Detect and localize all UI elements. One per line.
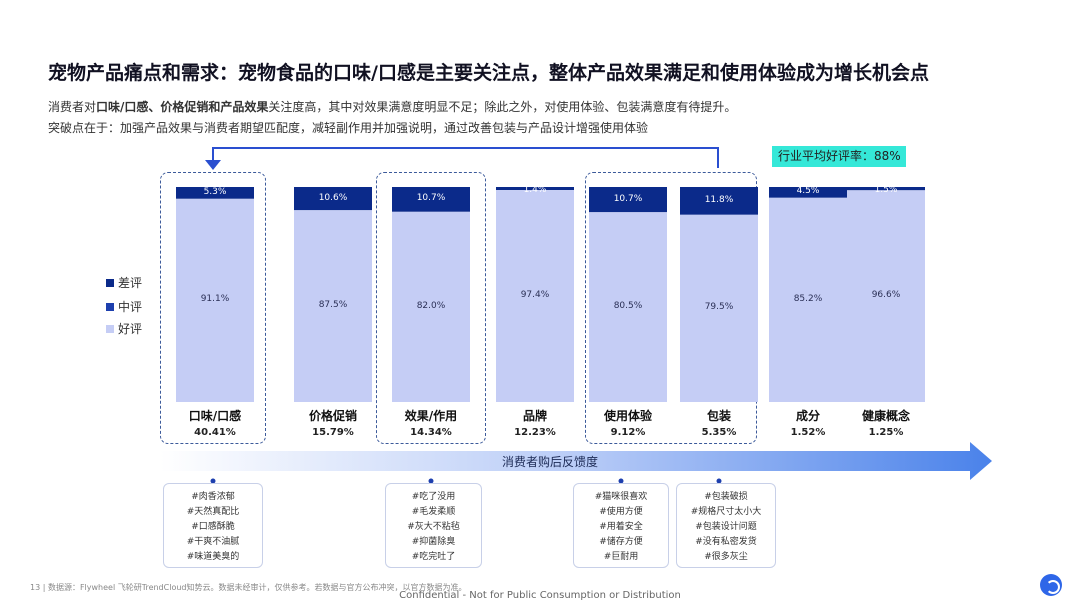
tag-item: #用着安全 xyxy=(599,522,643,532)
category-label: 价格促销 xyxy=(308,409,357,423)
category-label: 包装 xyxy=(706,409,731,423)
tag-item: #灰大不粘毡 xyxy=(407,522,460,532)
data-label-neutral: 10.7% xyxy=(613,193,643,204)
category-share-label: 1.25% xyxy=(868,427,904,438)
data-label-neutral: 10.7% xyxy=(416,193,446,204)
legend-item-good: 好评 xyxy=(106,320,142,337)
tag-item: #抑菌除臭 xyxy=(411,537,456,547)
category-share-label: 1.52% xyxy=(790,427,826,438)
feedback-arrow-label: 消费者购后反馈度 xyxy=(501,455,598,469)
tag-item: #吃完吐了 xyxy=(411,552,456,562)
tag-item: #规格尺寸太小大 xyxy=(690,507,762,517)
footer-source: 13 | 数据源：Flywheel 飞轮研TrendCloud知势云。数据未经审… xyxy=(30,583,467,592)
data-label-good: 80.5% xyxy=(613,301,643,312)
subtitle-line-2: 突破点在于：加强产品效果与消费者期望匹配度，减轻副作用并加强说明，通过改善包装与… xyxy=(48,121,649,135)
tag-box-experience: #猫咪很喜欢 #使用方便 #用着安全 #储存方便 #巨耐用 xyxy=(573,483,669,568)
category-label: 健康概念 xyxy=(861,409,910,423)
data-label-good: 91.1% xyxy=(200,294,230,305)
category-share-label: 5.35% xyxy=(701,427,737,438)
data-label-neutral: 1.5% xyxy=(874,185,898,195)
data-label-good: 87.5% xyxy=(318,300,348,311)
brand-logo-icon xyxy=(1040,574,1062,596)
tag-item: #肉香浓郁 xyxy=(191,492,235,502)
data-label-neutral: 4.5% xyxy=(796,186,820,197)
highlight-box-taste xyxy=(160,172,266,444)
tag-item: #储存方便 xyxy=(599,537,643,547)
data-label-neutral: 11.8% xyxy=(704,194,734,205)
tag-item: #干爽不油腻 xyxy=(186,537,240,547)
tag-item: #味道美臭的 xyxy=(186,552,240,562)
category-label: 使用体验 xyxy=(603,409,652,423)
connector-arrow xyxy=(205,147,719,170)
industry-average-badge: 行业平均好评率：88% xyxy=(772,146,906,167)
legend-swatch xyxy=(106,278,114,287)
tag-item: #使用方便 xyxy=(599,507,643,517)
tag-item: #包装设计问题 xyxy=(695,522,757,532)
data-label-good: 85.2% xyxy=(793,293,823,304)
legend-item-bad: 差评 xyxy=(106,274,142,291)
tag-item: #天然真配比 xyxy=(186,507,240,517)
tag-item: #猫咪很喜欢 xyxy=(594,492,648,502)
subtitle-line-1: 消费者对口味/口感、价格促销和产品效果关注度高，其中对效果满意度明显不足；除此之… xyxy=(48,100,737,114)
tag-box-packaging: #包装破损 #规格尺寸太小大 #包装设计问题 #没有私密发货 #很多灰尘 xyxy=(676,483,776,568)
data-label-good: 79.5% xyxy=(704,302,734,313)
tag-box-taste: #肉香浓郁 #天然真配比 #口感酥脆 #干爽不油腻 #味道美臭的 xyxy=(163,483,263,568)
tag-item: #没有私密发货 xyxy=(695,537,757,547)
legend-swatch xyxy=(106,302,114,311)
tag-item: #巨耐用 xyxy=(603,552,639,562)
tag-item: #吃了没用 xyxy=(411,492,456,502)
data-label-neutral: 1.4% xyxy=(523,185,547,195)
category-share-label: 40.41% xyxy=(194,427,236,438)
category-share-label: 9.12% xyxy=(610,427,646,438)
tag-item: #包装破损 xyxy=(704,492,748,502)
legend-item-neutral: 中评 xyxy=(106,298,142,315)
page-title: 宠物产品痛点和需求：宠物食品的口味/口感是主要关注点，整体产品效果满足和使用体验… xyxy=(48,62,929,84)
category-share-label: 12.23% xyxy=(514,427,556,438)
confidential-notice: Confidential - Not for Public Consumptio… xyxy=(399,590,681,601)
category-label: 品牌 xyxy=(522,409,547,423)
tag-item: #口感酥脆 xyxy=(191,522,235,532)
tag-item: #毛发柔顺 xyxy=(411,507,456,517)
data-label-neutral: 5.3% xyxy=(203,186,227,197)
tag-item: #很多灰尘 xyxy=(704,552,748,562)
category-share-label: 15.79% xyxy=(312,427,354,438)
category-label: 成分 xyxy=(795,409,820,423)
data-label-neutral: 10.6% xyxy=(318,192,348,203)
tag-box-effect: #吃了没用 #毛发柔顺 #灰大不粘毡 #抑菌除臭 #吃完吐了 xyxy=(385,483,482,568)
data-label-good: 82.0% xyxy=(416,300,446,311)
category-label: 口味/口感 xyxy=(188,409,242,423)
category-share-label: 14.34% xyxy=(410,427,452,438)
data-label-good: 96.6% xyxy=(871,290,901,301)
category-label: 效果/作用 xyxy=(404,409,458,423)
data-label-good: 97.4% xyxy=(520,290,550,301)
legend-swatch xyxy=(106,324,114,333)
